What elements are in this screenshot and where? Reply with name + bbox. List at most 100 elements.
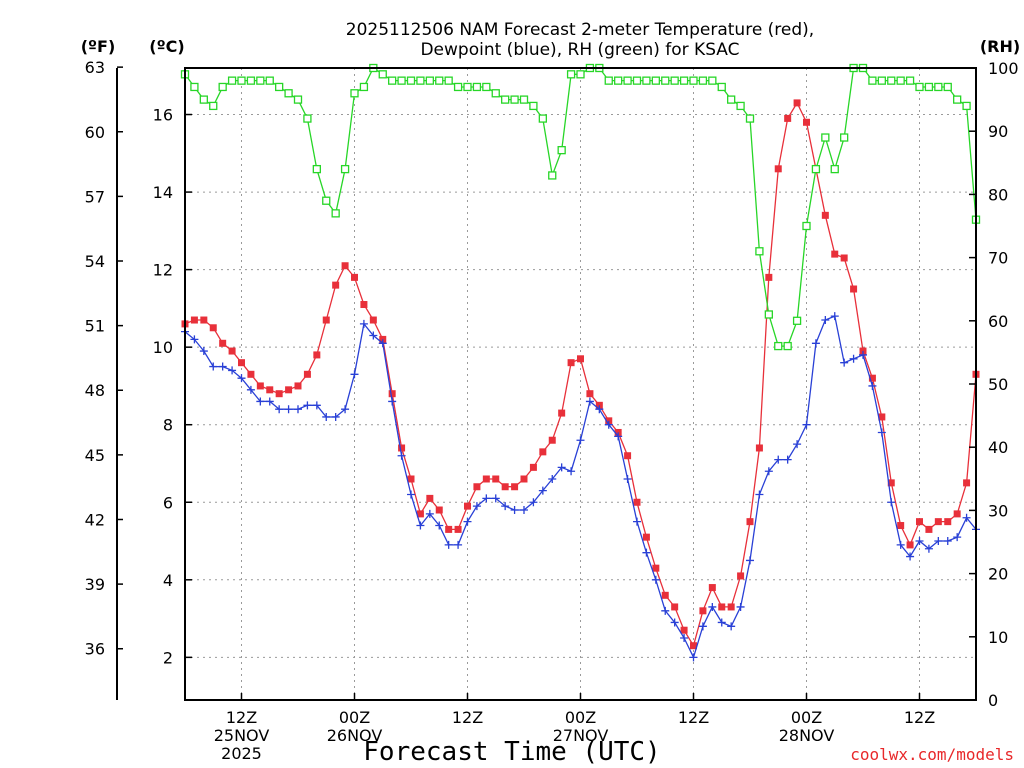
data-point [491,494,500,503]
data-point [642,76,651,85]
data-point [897,522,905,530]
data-point [256,76,265,85]
celsius-tick-label: 14 [153,183,173,202]
rh-tick-label: 30 [988,501,1008,520]
data-point [501,483,509,491]
data-point [557,146,566,155]
series-2-meter-temperature [181,99,980,650]
celsius-tick-label: 12 [153,261,173,280]
data-point [416,521,425,530]
time-tick-label: 12Z [226,708,257,727]
data-point [953,95,962,104]
data-point [887,498,896,507]
data-point [294,405,302,414]
data-point [472,502,481,511]
data-point [915,82,924,92]
chart-title: 2025112506 NAM Forecast 2-meter Temperat… [346,20,814,60]
data-point [783,341,792,351]
celsius-tick-label: 2 [163,648,173,667]
data-point [878,413,886,421]
data-point [209,324,217,332]
data-point [632,76,642,85]
data-point [868,374,876,382]
data-point [360,301,368,309]
rh-axis: 0 10 20 30 40 50 60 70 80 90 100 [969,59,1019,710]
data-point [764,310,773,319]
data-point [962,101,971,111]
data-point [275,390,283,398]
rh-tick-label: 10 [988,628,1008,647]
data-point [718,603,726,611]
data-point [246,76,256,85]
rh-tick-label: 100 [988,59,1019,78]
data-point [717,82,726,92]
fahrenheit-axis: 36 39 42 45 48 51 54 57 60 63 [85,58,123,659]
data-point [294,382,302,390]
celsius-tick-label: 6 [163,493,173,512]
data-point [322,316,330,324]
data-point [906,552,915,561]
data-point [322,196,331,205]
data-point [369,316,377,324]
data-point [793,99,801,107]
data-point [586,390,594,398]
data-point [218,82,227,92]
data-point [378,339,387,348]
data-point [228,347,236,355]
rh-tick-label: 60 [988,312,1008,331]
data-point [548,436,556,444]
data-point [218,362,227,371]
data-point [652,564,660,572]
data-point [962,513,971,522]
celsius-axis: 2 4 6 8 10 12 14 16 [153,106,192,667]
data-point [698,76,708,85]
data-point [642,548,651,557]
fahrenheit-tick-label: 63 [85,58,105,77]
data-point [944,518,952,526]
data-point [680,633,689,642]
data-point [219,339,227,347]
data-point [520,506,528,515]
data-point [435,521,444,530]
data-point [821,133,830,142]
data-point [445,525,453,533]
data-point [916,518,923,526]
data-point [285,386,293,394]
data-point [755,247,764,256]
rh-tick-label: 0 [988,691,998,710]
data-point [887,76,896,85]
data-point [953,510,961,518]
data-point [501,95,510,104]
data-point [623,76,632,85]
fahrenheit-unit-label: (ºF) [81,37,116,56]
data-point [398,444,406,452]
x-axis-title: Forecast Time (UTC) [363,737,660,767]
data-point [849,354,858,363]
data-point [491,89,500,98]
data-point [642,533,650,541]
data-point [840,133,849,142]
data-point [266,386,274,394]
data-point [359,82,369,92]
data-point [388,76,397,85]
data-point [566,70,576,79]
data-point [454,540,463,549]
data-point [463,517,472,526]
data-point [199,95,208,104]
data-point [661,591,669,599]
series-line [184,315,977,660]
data-point [567,359,575,367]
data-point [539,448,547,456]
data-point [492,475,500,483]
data-point [444,76,453,85]
data-point [340,164,350,174]
data-point [548,474,557,483]
data-point [293,95,303,104]
data-point [679,76,689,85]
data-point [558,409,566,417]
data-point [764,467,773,476]
data-point [275,82,284,92]
data-point [425,509,434,518]
data-point [190,335,199,344]
data-point [369,331,378,340]
